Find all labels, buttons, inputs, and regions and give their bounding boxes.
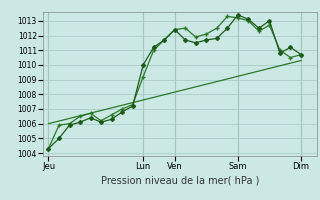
X-axis label: Pression niveau de la mer( hPa ): Pression niveau de la mer( hPa ) [101, 175, 259, 185]
